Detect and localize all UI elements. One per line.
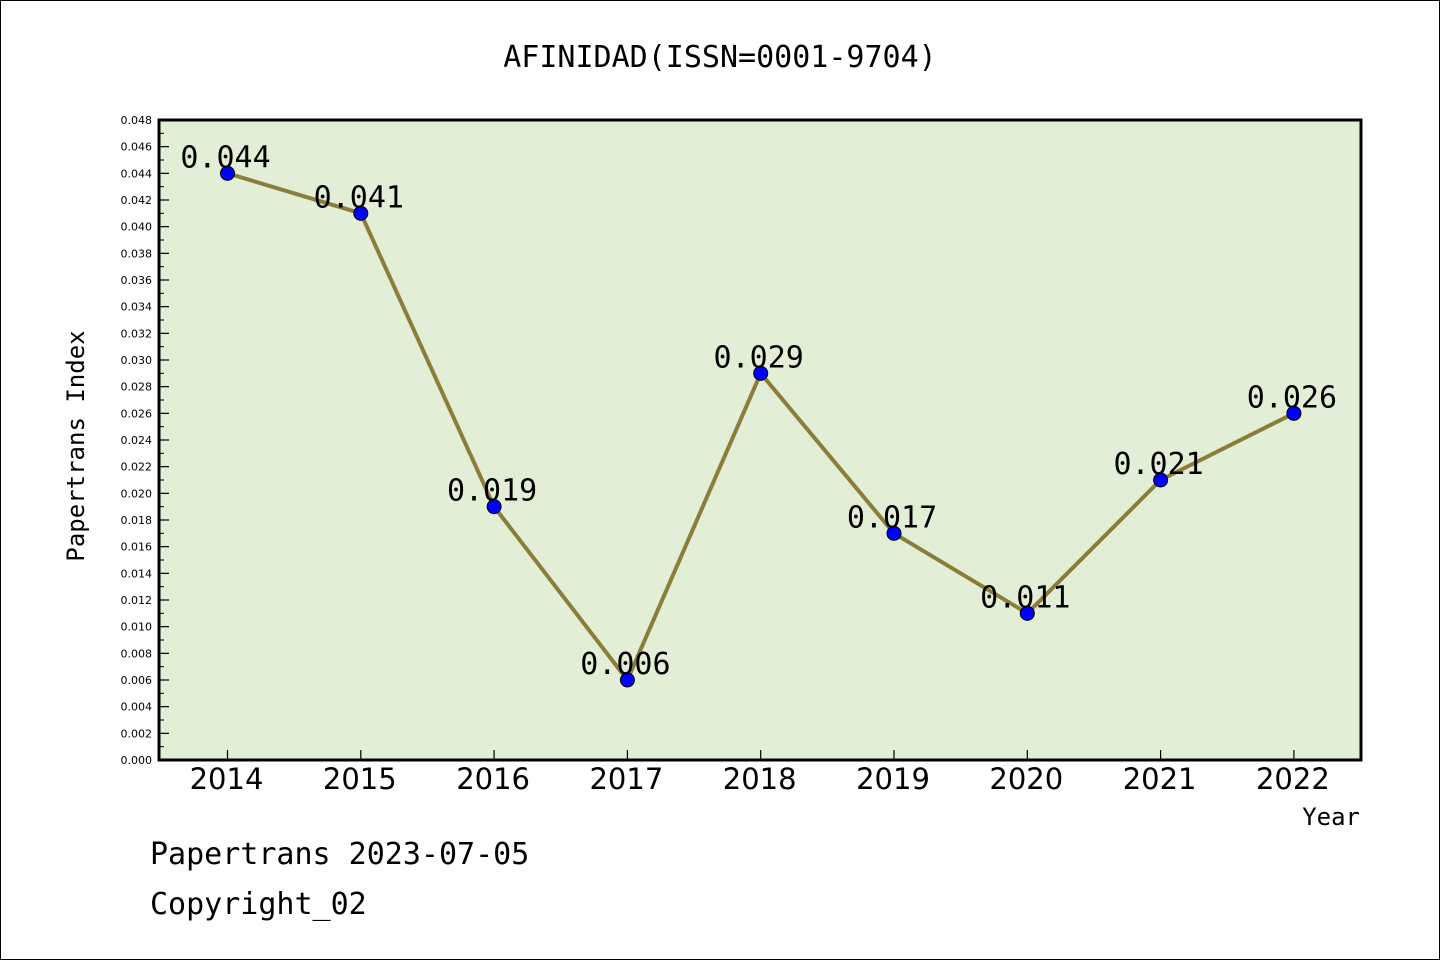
y-tick-label: 0.046 — [121, 141, 153, 154]
data-point — [353, 205, 369, 221]
chart-title: AFINIDAD(ISSN=0001-9704) — [503, 40, 936, 75]
y-tick-label: 0.042 — [121, 194, 153, 207]
data-label: 0.011 — [980, 580, 1070, 615]
y-tick-label: 0.014 — [121, 567, 153, 580]
y-tick-label: 0.016 — [121, 541, 153, 554]
marker-group — [220, 165, 1302, 688]
data-label: 0.026 — [1247, 380, 1337, 415]
data-point — [619, 672, 635, 688]
y-tick-label: 0.012 — [121, 594, 153, 607]
plot-border — [157, 118, 1363, 762]
x-tick-label: 2021 — [1123, 762, 1197, 796]
y-tick-label: 0.010 — [121, 621, 153, 634]
data-point — [1153, 472, 1169, 488]
data-label-group: 0.044 0.041 0.019 0.006 0.029 0.017 0.011 0.021… — [180, 140, 1337, 682]
data-label: 0.044 — [180, 140, 270, 175]
y-axis-label: Papertrans Index — [62, 330, 90, 561]
x-tick-label: 2019 — [856, 762, 930, 796]
data-label: 0.041 — [314, 180, 404, 215]
y-tick-label: 0.038 — [121, 247, 153, 260]
x-axis: 2014 2015 2016 2017 2018 2019 2020 2021 2022 — [190, 750, 1330, 796]
y-tick-label: 0.022 — [121, 461, 153, 474]
y-tick-label: 0.030 — [121, 354, 153, 367]
y-tick-label: 0.040 — [121, 221, 153, 234]
data-point — [1019, 605, 1035, 621]
footer-date: Papertrans 2023-07-05 — [150, 837, 529, 872]
data-label: 0.029 — [714, 340, 804, 375]
y-tick-label: 0.048 — [121, 114, 153, 127]
x-tick-label: 2017 — [589, 762, 663, 796]
data-point — [886, 525, 902, 541]
data-point — [1286, 405, 1302, 421]
y-tick-label: 0.026 — [121, 407, 153, 420]
y-tick-label: 0.032 — [121, 327, 153, 340]
x-tick-label: 2014 — [190, 762, 264, 796]
y-tick-label: 0.024 — [121, 434, 153, 447]
x-tick-label: 2016 — [456, 762, 530, 796]
x-tick-label: 2018 — [723, 762, 797, 796]
data-label: 0.019 — [447, 474, 537, 509]
x-tick-label: 2022 — [1256, 762, 1330, 796]
footer-copyright: Copyright_02 — [150, 887, 367, 922]
y-tick-label: 0.034 — [121, 301, 153, 314]
y-tick-label: 0.018 — [121, 514, 153, 527]
y-tick-label: 0.036 — [121, 274, 153, 287]
y-tick-label: 0.044 — [121, 167, 153, 180]
y-tick-label: 0.004 — [121, 701, 153, 714]
data-point — [486, 499, 502, 515]
plot-area — [159, 120, 1361, 760]
x-tick-label: 2015 — [323, 762, 397, 796]
x-tick-label: 2020 — [989, 762, 1063, 796]
y-tick-label: 0.028 — [121, 381, 153, 394]
y-tick-label: 0.008 — [121, 647, 153, 660]
data-point — [220, 165, 235, 181]
x-axis-label: Year — [1302, 803, 1360, 831]
y-tick-label: 0.006 — [121, 674, 153, 687]
data-label: 0.017 — [847, 500, 937, 535]
data-label: 0.006 — [580, 647, 670, 682]
data-point — [753, 365, 769, 381]
y-tick-label: 0.020 — [121, 487, 153, 500]
data-label: 0.021 — [1113, 447, 1203, 482]
y-axis: 0.000 0.002 0.004 0.006 0.008 0.010 0.012 0.014… — [121, 114, 169, 767]
y-tick-label: 0.002 — [121, 727, 153, 740]
y-tick-label: 0.000 — [121, 754, 153, 767]
